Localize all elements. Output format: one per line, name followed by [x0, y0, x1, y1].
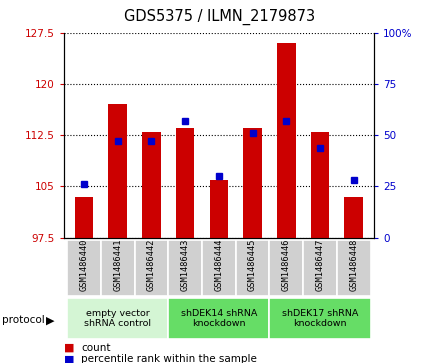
- Bar: [142, 132, 161, 238]
- Bar: [176, 129, 194, 238]
- Text: ▶: ▶: [46, 315, 55, 325]
- Bar: [303, 240, 337, 296]
- Text: GSM1486445: GSM1486445: [248, 238, 257, 291]
- Bar: [236, 240, 269, 296]
- Bar: [243, 129, 262, 238]
- Text: GSM1486444: GSM1486444: [214, 238, 224, 291]
- Bar: [101, 240, 135, 296]
- Text: GSM1486442: GSM1486442: [147, 238, 156, 291]
- Text: empty vector
shRNA control: empty vector shRNA control: [84, 309, 151, 328]
- Text: ■: ■: [64, 354, 74, 363]
- Bar: [269, 240, 303, 296]
- Bar: [209, 180, 228, 238]
- Text: shDEK17 shRNA
knockdown: shDEK17 shRNA knockdown: [282, 309, 358, 328]
- Text: shDEK14 shRNA
knockdown: shDEK14 shRNA knockdown: [181, 309, 257, 328]
- Text: protocol: protocol: [2, 315, 45, 325]
- Bar: [169, 298, 269, 339]
- Bar: [135, 240, 169, 296]
- Text: GSM1486447: GSM1486447: [315, 238, 325, 291]
- Text: GSM1486440: GSM1486440: [80, 238, 88, 291]
- Bar: [337, 240, 370, 296]
- Bar: [202, 240, 236, 296]
- Bar: [311, 132, 329, 238]
- Text: GSM1486443: GSM1486443: [181, 238, 190, 291]
- Text: GSM1486448: GSM1486448: [349, 238, 358, 291]
- Text: ■: ■: [64, 343, 74, 353]
- Bar: [75, 197, 93, 238]
- Text: GSM1486446: GSM1486446: [282, 238, 291, 291]
- Bar: [345, 197, 363, 238]
- Bar: [269, 298, 370, 339]
- Text: percentile rank within the sample: percentile rank within the sample: [81, 354, 257, 363]
- Text: GSM1486441: GSM1486441: [113, 238, 122, 291]
- Text: count: count: [81, 343, 111, 353]
- Bar: [169, 240, 202, 296]
- Bar: [67, 240, 101, 296]
- Text: GDS5375 / ILMN_2179873: GDS5375 / ILMN_2179873: [125, 9, 315, 25]
- Bar: [109, 105, 127, 238]
- Bar: [67, 298, 169, 339]
- Bar: [277, 43, 296, 238]
